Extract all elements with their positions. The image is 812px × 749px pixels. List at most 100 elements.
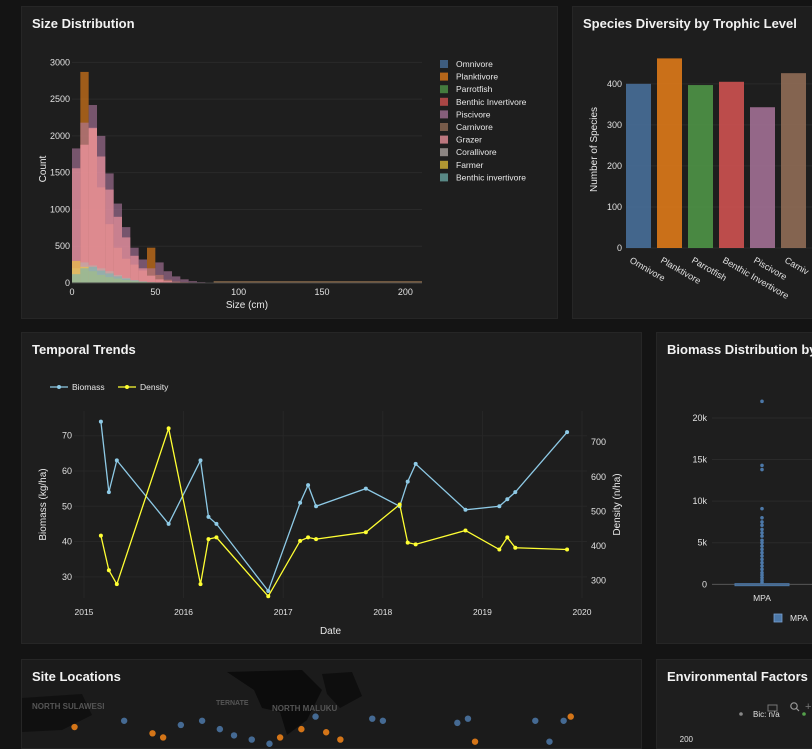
- hist-bar: [139, 268, 147, 283]
- hist-bar: [172, 276, 180, 283]
- species-bar: [719, 82, 744, 248]
- hist-legend-label: Corallivore: [456, 147, 497, 157]
- hist-bar: [147, 276, 155, 283]
- trends-legend-label: Biomass: [72, 382, 105, 392]
- species-bar: [657, 58, 682, 248]
- map-site-marker: [199, 718, 205, 724]
- biomass-outlier: [760, 544, 764, 548]
- env-legend-label: Bic: n/a: [753, 710, 780, 719]
- map-site-marker: [178, 722, 184, 728]
- species-y-tick: 400: [607, 79, 622, 89]
- species-bar: [750, 107, 775, 248]
- hist-bar: [97, 270, 105, 283]
- trends-point: [115, 582, 119, 586]
- hist-bar: [122, 279, 130, 283]
- trends-line-density: [101, 428, 567, 596]
- hist-bar: [97, 156, 105, 283]
- map-site-marker: [312, 713, 318, 719]
- trends-point: [107, 568, 111, 572]
- pan-icon: +: [805, 701, 811, 713]
- site-locations-title: Site Locations: [32, 669, 121, 684]
- trends-point: [406, 480, 410, 484]
- species-y-tick: 100: [607, 202, 622, 212]
- biomass-x-tick: MPA: [753, 593, 771, 603]
- hist-legend-swatch: [440, 123, 448, 131]
- hist-y-tick: 500: [55, 241, 70, 251]
- biomass-outlier: [760, 580, 764, 584]
- zoom-icon-handle: [796, 708, 799, 711]
- hist-legend-swatch: [440, 60, 448, 68]
- species-bar: [781, 73, 806, 248]
- trends-y2-tick: 700: [591, 437, 606, 447]
- hist-x-label: Size (cm): [226, 300, 268, 311]
- trends-y2-tick: 300: [591, 576, 606, 586]
- trends-point: [364, 530, 368, 534]
- trends-point: [505, 497, 509, 501]
- env-legend-marker-2: [802, 712, 806, 716]
- map-label-north-sulawesi: NORTH SULAWESI: [32, 702, 104, 711]
- trends-point: [298, 539, 302, 543]
- biomass-outlier: [760, 400, 764, 404]
- map-site-marker: [560, 718, 566, 724]
- trends-point: [206, 537, 210, 541]
- trends-point: [99, 420, 103, 424]
- biomass-outlier: [760, 541, 764, 545]
- biomass-y-tick: 5k: [697, 538, 707, 548]
- hist-legend-label: Carnivore: [456, 122, 493, 132]
- biomass-y-tick: 10k: [692, 496, 707, 506]
- hist-bar: [130, 256, 138, 283]
- trends-y2-label: Density (n/ha): [612, 473, 623, 535]
- biomass-outlier: [760, 568, 764, 572]
- trends-point: [364, 487, 368, 491]
- trends-point: [306, 535, 310, 539]
- trends-point: [497, 504, 501, 508]
- biomass-legend-label: MPA: [790, 613, 808, 623]
- trends-point: [115, 458, 119, 462]
- trends-point: [314, 537, 318, 541]
- map-site-marker: [121, 718, 127, 724]
- hist-y-tick: 1000: [50, 204, 70, 214]
- hist-y-label: Count: [38, 155, 49, 182]
- hist-bar: [114, 217, 122, 283]
- biomass-outlier: [760, 516, 764, 520]
- map-site-marker: [546, 738, 552, 744]
- trends-y-tick: 30: [62, 572, 72, 582]
- hist-x-tick: 200: [398, 287, 413, 297]
- hist-x-tick: 50: [150, 287, 160, 297]
- map-site-marker: [532, 718, 538, 724]
- hist-bar: [155, 279, 163, 283]
- biomass-outlier: [760, 528, 764, 532]
- trends-y-label: Biomass (kg/ha): [38, 468, 49, 540]
- hist-legend-swatch: [440, 161, 448, 169]
- map-site-marker: [369, 715, 375, 721]
- trends-point: [107, 490, 111, 494]
- trends-y-tick: 70: [62, 431, 72, 441]
- hist-legend-label: Parrotfish: [456, 84, 493, 94]
- hist-bar: [105, 273, 113, 283]
- trends-point: [513, 546, 517, 550]
- biomass-y-tick: 15k: [692, 455, 707, 465]
- biomass-outlier: [760, 548, 764, 552]
- hist-legend-swatch: [440, 110, 448, 118]
- species-bar: [626, 84, 651, 248]
- hist-x-tick: 150: [314, 287, 329, 297]
- biomass-outlier: [760, 551, 764, 555]
- hist-legend-swatch: [440, 136, 448, 144]
- trends-point: [214, 522, 218, 526]
- trends-point: [505, 535, 509, 539]
- biomass-outlier: [760, 468, 764, 472]
- hist-legend-label: Omnivore: [456, 59, 493, 69]
- species-bar: [688, 85, 713, 248]
- trends-point: [199, 582, 203, 586]
- trends-point: [314, 504, 318, 508]
- hist-legend-label: Planktivore: [456, 72, 498, 82]
- trends-legend-marker: [125, 385, 129, 389]
- map-site-marker: [454, 720, 460, 726]
